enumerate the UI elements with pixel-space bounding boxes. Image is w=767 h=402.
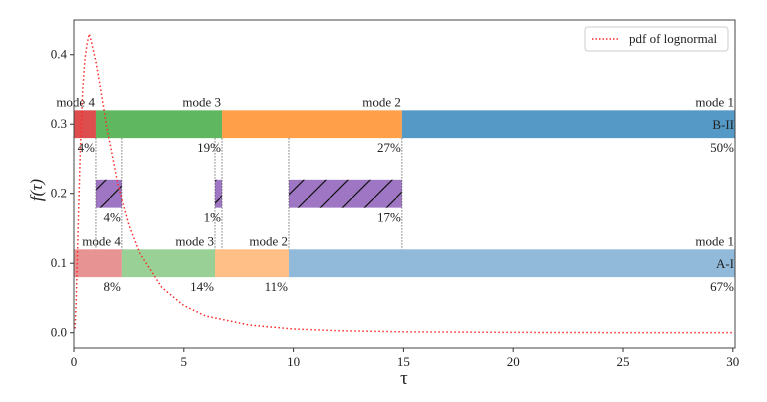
x-tick-label: 20 xyxy=(507,354,520,369)
y-tick-label: 0.4 xyxy=(51,47,68,62)
percent-label: 14% xyxy=(190,279,214,294)
mode-label: mode 2 xyxy=(362,94,401,109)
legend: pdf of lognormal xyxy=(584,26,729,52)
percent-label: 19% xyxy=(197,140,221,155)
x-axis-label: τ xyxy=(400,368,408,389)
mode-label: mode 4 xyxy=(82,233,121,248)
percent-label: 50% xyxy=(710,140,734,155)
bar-segment-A-I-mode-1 xyxy=(288,249,735,278)
y-tick-label: 0.2 xyxy=(51,186,67,201)
x-tick-label: 5 xyxy=(181,354,188,369)
bar-segment-B-II-mode-2 xyxy=(222,110,402,139)
plot-frame xyxy=(73,19,736,349)
bar-segment-A-I-mode-4 xyxy=(74,249,122,278)
percent-label: 27% xyxy=(377,140,401,155)
bar-segment-A-I-mode-2 xyxy=(214,249,289,278)
bar-segment-B-II-mode-4 xyxy=(74,110,96,139)
row-label: A-I xyxy=(716,256,734,271)
row-label: B-II xyxy=(712,117,734,132)
legend-box xyxy=(584,26,729,52)
x-tick-label: 15 xyxy=(397,354,410,369)
mode-label: mode 3 xyxy=(175,233,214,248)
bar-segment-B-II-mode-1 xyxy=(401,110,735,139)
mode-label: mode 3 xyxy=(182,94,221,109)
percent-label: 17% xyxy=(377,210,401,225)
mode-label: mode 1 xyxy=(695,233,734,248)
percent-label: 67% xyxy=(710,279,734,294)
mode-label: mode 2 xyxy=(249,233,288,248)
x-tick-label: 0 xyxy=(71,354,78,369)
bar-segment-B-II-mode-3 xyxy=(95,110,223,139)
y-tick-label: 0.0 xyxy=(51,325,67,340)
difference-hatch xyxy=(214,179,223,208)
y-tick-label: 0.3 xyxy=(51,116,67,131)
legend-label: pdf of lognormal xyxy=(629,31,717,46)
percent-label: 4% xyxy=(104,210,122,225)
x-tick-label: 30 xyxy=(726,354,739,369)
mode-label: mode 1 xyxy=(695,94,734,109)
percent-label: 8% xyxy=(104,279,122,294)
y-axis-label: f(τ) xyxy=(27,179,46,201)
percent-label: 4% xyxy=(78,140,96,155)
bar-segment-A-I-mode-3 xyxy=(121,249,215,278)
pdf-line xyxy=(74,33,733,334)
percent-label: 1% xyxy=(204,210,222,225)
x-tick-label: 10 xyxy=(287,354,300,369)
percent-label: 11% xyxy=(265,279,289,294)
difference-hatch xyxy=(288,179,402,208)
mode-label: mode 4 xyxy=(56,94,95,109)
y-tick-label: 0.1 xyxy=(51,255,67,270)
x-tick-label: 25 xyxy=(617,354,630,369)
